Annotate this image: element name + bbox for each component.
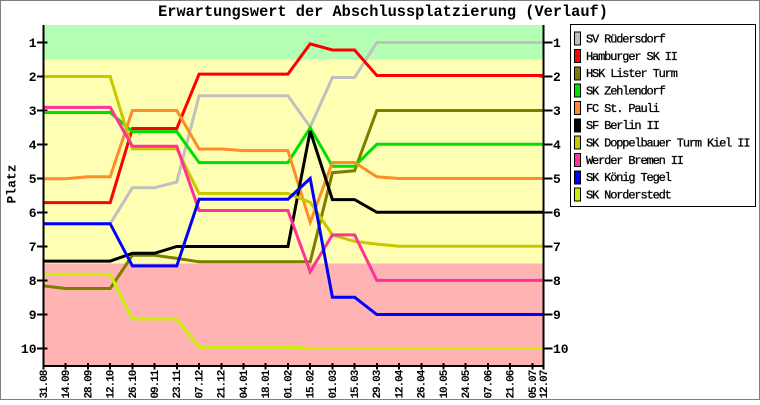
svg-text:23.11: 23.11 xyxy=(172,369,184,398)
svg-text:29.03: 29.03 xyxy=(372,369,384,398)
svg-text:6: 6 xyxy=(553,206,561,221)
svg-text:7: 7 xyxy=(29,240,37,255)
svg-text:3: 3 xyxy=(29,104,37,119)
svg-text:SF Berlin II: SF Berlin II xyxy=(586,119,659,133)
svg-text:9: 9 xyxy=(29,308,37,323)
svg-text:15.02: 15.02 xyxy=(306,370,318,398)
svg-text:18.01: 18.01 xyxy=(261,369,273,398)
svg-text:2: 2 xyxy=(553,70,561,85)
svg-text:21.06: 21.06 xyxy=(506,370,518,398)
svg-text:10.05: 10.05 xyxy=(439,369,451,398)
svg-text:4: 4 xyxy=(29,138,37,153)
svg-text:8: 8 xyxy=(553,274,561,289)
svg-text:2: 2 xyxy=(29,70,37,85)
svg-text:3: 3 xyxy=(553,104,561,119)
svg-text:15.03: 15.03 xyxy=(350,369,362,398)
svg-text:12.04: 12.04 xyxy=(395,369,407,398)
svg-text:HSK Lister Turm: HSK Lister Turm xyxy=(586,67,678,81)
svg-text:SK Norderstedt: SK Norderstedt xyxy=(586,189,671,203)
svg-text:14.09: 14.09 xyxy=(61,370,73,398)
svg-text:9: 9 xyxy=(553,308,561,323)
svg-text:Hamburger SK II: Hamburger SK II xyxy=(586,50,677,64)
svg-text:07.12: 07.12 xyxy=(195,370,207,398)
svg-text:5: 5 xyxy=(29,172,37,187)
svg-text:01.03: 01.03 xyxy=(328,369,340,398)
svg-text:1: 1 xyxy=(29,36,37,51)
svg-text:26.10: 26.10 xyxy=(128,370,140,398)
svg-text:Werder Bremen II: Werder Bremen II xyxy=(586,154,683,168)
svg-text:12.10: 12.10 xyxy=(106,370,118,398)
svg-text:28.09: 28.09 xyxy=(83,370,95,398)
svg-text:12.07: 12.07 xyxy=(539,370,551,398)
svg-text:SK Doppelbauer Turm Kiel II: SK Doppelbauer Turm Kiel II xyxy=(586,137,749,151)
svg-text:4: 4 xyxy=(553,138,561,153)
svg-text:7: 7 xyxy=(553,240,561,255)
svg-text:31.08: 31.08 xyxy=(39,369,51,398)
svg-text:8: 8 xyxy=(29,274,37,289)
svg-text:21.12: 21.12 xyxy=(217,370,229,398)
svg-text:01.02: 01.02 xyxy=(283,370,295,398)
svg-text:5: 5 xyxy=(553,172,561,187)
svg-text:6: 6 xyxy=(29,206,37,221)
svg-text:10: 10 xyxy=(21,342,37,357)
svg-text:07.06: 07.06 xyxy=(483,370,495,398)
svg-text:Platz: Platz xyxy=(5,164,20,203)
svg-text:1: 1 xyxy=(553,36,561,51)
svg-text:SK Zehlendorf: SK Zehlendorf xyxy=(586,85,666,99)
svg-text:05.07: 05.07 xyxy=(528,370,540,398)
svg-text:24.05: 24.05 xyxy=(461,369,473,398)
svg-text:SK König Tegel: SK König Tegel xyxy=(586,171,672,185)
svg-text:09.11: 09.11 xyxy=(150,369,162,398)
svg-text:04.01: 04.01 xyxy=(239,369,251,398)
svg-text:Erwartungswert der Abschlusspl: Erwartungswert der Abschlussplatzierung … xyxy=(158,3,608,21)
svg-text:FC St. Pauli: FC St. Pauli xyxy=(586,102,660,116)
svg-text:26.04: 26.04 xyxy=(417,369,429,398)
svg-text:10: 10 xyxy=(553,342,569,357)
svg-text:SV Rüdersdorf: SV Rüdersdorf xyxy=(586,33,666,47)
